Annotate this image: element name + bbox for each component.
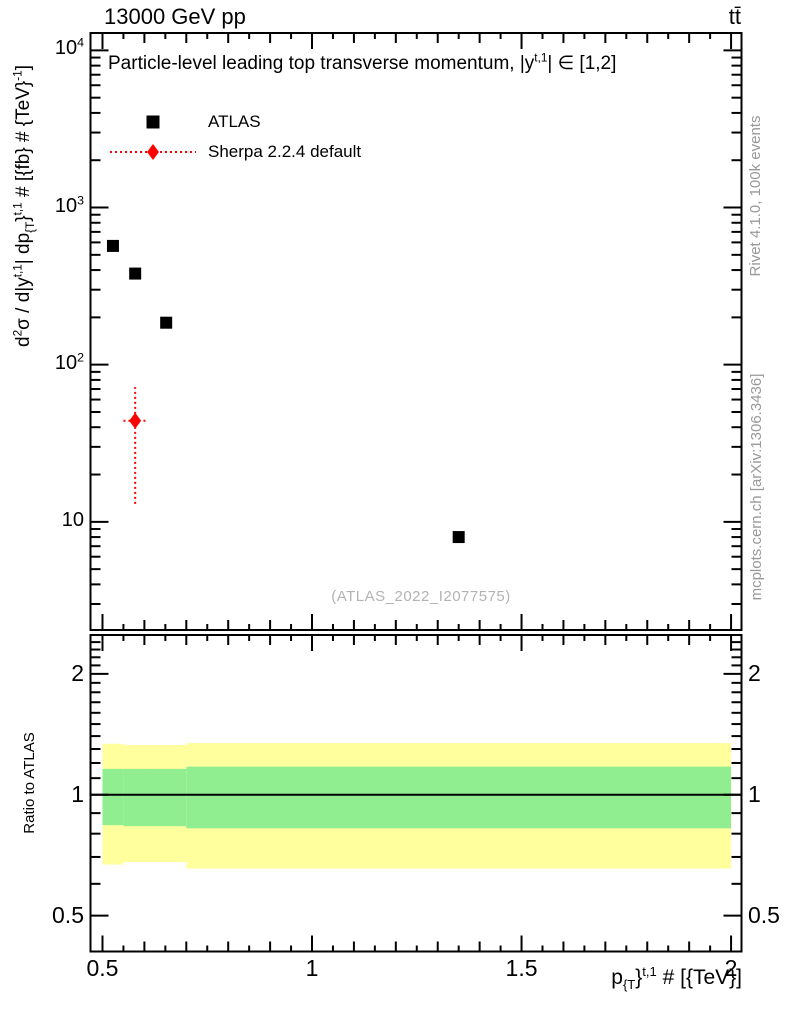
atlas-data-point [452, 531, 465, 544]
main-y-tick-label: 103 [54, 192, 84, 217]
mcplots-reference-note: mcplots.cern.ch [arXiv:1306.3436] [748, 373, 765, 601]
process-title: tt̄ [728, 4, 741, 29]
ratio-y-tick-label-left: 2 [71, 659, 84, 686]
x-tick-label: 0.5 [86, 955, 119, 981]
legend-row-atlas: ATLAS [108, 107, 361, 137]
x-tick-label: 1 [305, 955, 319, 981]
sherpa-data-point [129, 412, 142, 429]
beam-energy-title: 13000 GeV pp [104, 4, 246, 29]
atlas-data-point [129, 267, 142, 280]
ratio-inner-band [146, 768, 187, 827]
atlas-data-point [160, 316, 173, 329]
ratio-y-tick-label-right: 0.5 [748, 901, 780, 928]
ratio-y-tick-label-left: 1 [71, 780, 84, 807]
main-y-tick-label: 10 [61, 508, 84, 531]
legend-label-sherpa: Sherpa 2.2.4 default [208, 142, 362, 161]
ratio-y-tick-label-right: 2 [748, 659, 761, 686]
ratio-inner-band [186, 766, 732, 829]
ratio-inner-band [102, 768, 124, 826]
legend-label-atlas: ATLAS [208, 112, 261, 131]
ratio-y-tick-label-right: 1 [748, 780, 761, 807]
main-y-tick-label: 104 [54, 35, 84, 60]
x-tick-label: 1.5 [505, 955, 538, 981]
ratio-inner-band [123, 768, 147, 827]
legend-row-sherpa: Sherpa 2.2.4 default [108, 137, 361, 167]
y-axis-title: d2σ / d|yt,1| dp{T}t,1 # [{fb} # {TeV}-1… [11, 65, 37, 347]
atlas-data-point [106, 239, 119, 252]
legend: ATLAS Sherpa 2.2.4 default [108, 107, 361, 167]
x-tick-label: 2 [724, 955, 738, 981]
generator-version-note: Rivet 4.1.0, 100k events [747, 115, 764, 277]
sherpa-diamond-marker-icon [110, 144, 196, 160]
x-axis-title: p{T}t,1 # [{TeV}] [611, 964, 742, 993]
main-y-tick-label: 102 [54, 350, 84, 374]
atlas-square-marker-icon [146, 115, 160, 129]
ratio-y-tick-label-left: 0.5 [52, 901, 84, 928]
analysis-watermark: (ATLAS_2022_I2077575) [331, 588, 511, 605]
observable-title: Particle-level leading top transverse mo… [108, 51, 617, 74]
